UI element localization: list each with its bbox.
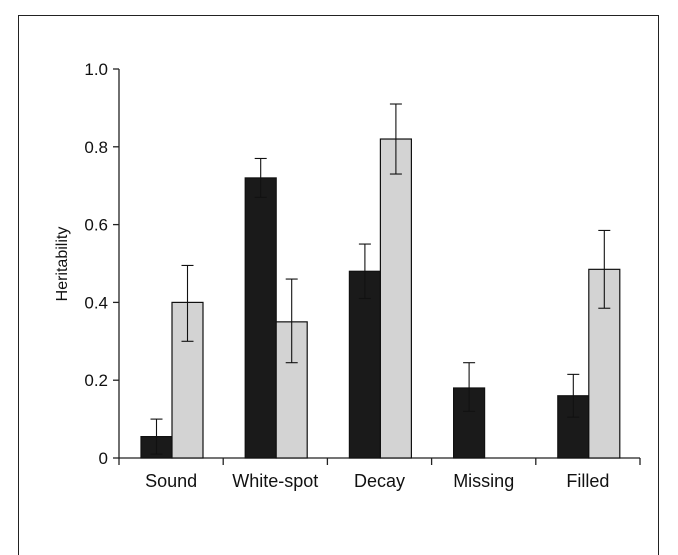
bar	[557, 395, 590, 459]
y-tick-label: 0	[99, 449, 108, 468]
y-tick-label: 0.2	[84, 371, 108, 390]
y-axis-title: Heritability	[54, 227, 71, 302]
figure-frame	[18, 15, 659, 555]
y-tick-label: 0.8	[84, 138, 108, 157]
bar	[244, 177, 277, 459]
y-tick-label: 0.6	[84, 216, 108, 235]
bar-chart: Heritability 0 0.2 0.4 0.6 0.8 1.0 Sound White-…	[54, 60, 641, 491]
y-tick-label: 0.4	[84, 293, 108, 312]
y-tick-label: 1.0	[84, 60, 108, 79]
x-category-label: Sound	[145, 471, 197, 491]
x-category-label: Missing	[453, 471, 514, 491]
bar	[379, 138, 412, 459]
x-category-label: White-spot	[232, 471, 318, 491]
bar	[348, 270, 381, 459]
x-category-label: Decay	[354, 471, 405, 491]
x-category-label: Filled	[566, 471, 609, 491]
